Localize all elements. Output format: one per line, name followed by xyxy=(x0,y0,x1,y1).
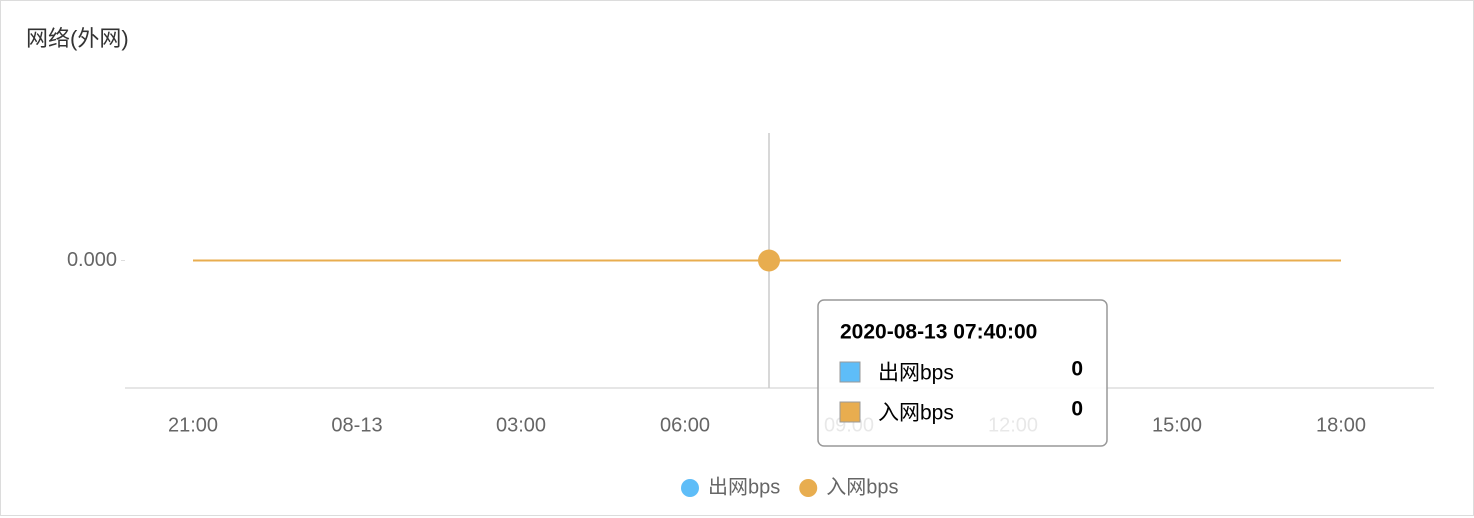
tooltip-value: 0 xyxy=(1071,358,1083,381)
tooltip-box xyxy=(817,299,1108,447)
x-tick-label: 15:00 xyxy=(1152,414,1202,436)
tooltip-name: 出网bps xyxy=(878,362,954,385)
legend-label: 入网bps xyxy=(826,476,898,498)
x-tick-label: 18:00 xyxy=(1316,414,1366,436)
tooltip-swatch xyxy=(839,361,861,383)
y-tick-label: 0.000 xyxy=(67,249,117,271)
legend-label: 出网bps xyxy=(708,475,780,498)
x-tick-label: 03:00 xyxy=(496,414,546,436)
tooltip-name: 入网bps xyxy=(878,402,954,425)
chart-title: 网络(外网) xyxy=(26,26,129,51)
tooltip-value: 0 xyxy=(1071,398,1083,421)
tooltip: 2020-08-13 07:40:00 出网bps 0 入网bps 0 xyxy=(817,299,1108,447)
x-tick-label: 21:00 xyxy=(168,414,218,436)
legend-marker xyxy=(681,479,699,497)
x-tick-label: 06:00 xyxy=(660,414,710,436)
legend-marker xyxy=(799,479,818,497)
tooltip-swatch xyxy=(839,401,861,423)
tooltip-title: 2020-08-13 07:40:00 xyxy=(840,321,1037,344)
x-tick-label: 08-13 xyxy=(331,414,382,436)
highlight-point xyxy=(758,249,780,272)
